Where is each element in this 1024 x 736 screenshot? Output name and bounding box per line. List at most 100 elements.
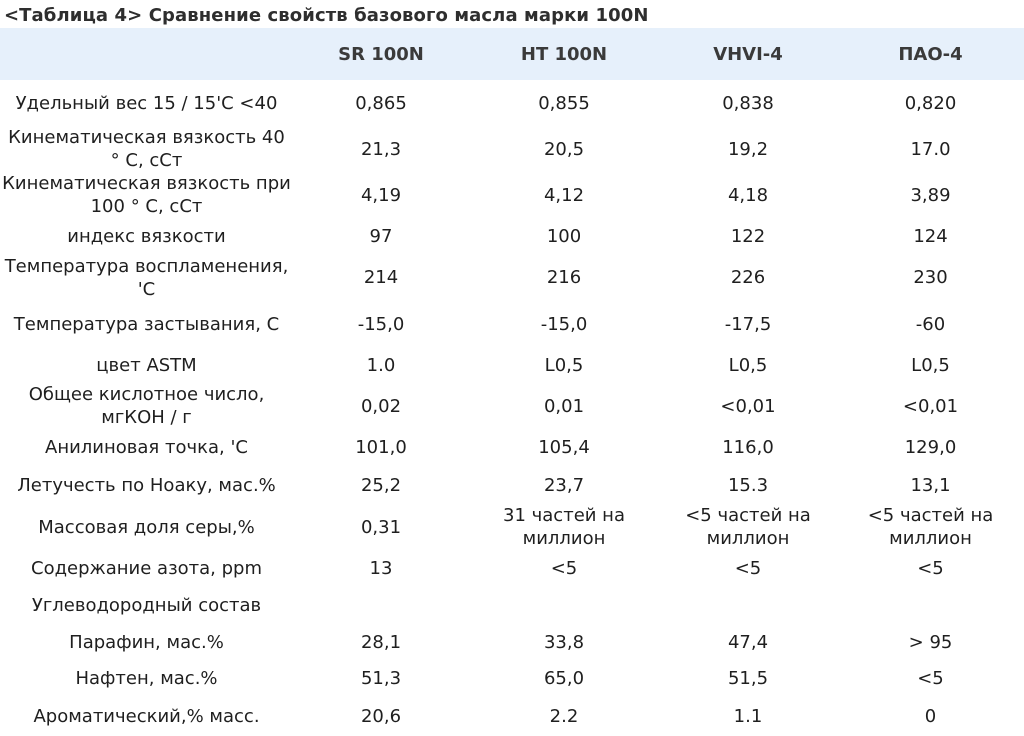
table-cell: 3,89: [910, 184, 951, 206]
row-label: цвет ASTM: [96, 354, 197, 376]
comparison-table: SR 100N HT 100N VHVI-4 ПАО-4 Удельный ве…: [0, 28, 1024, 735]
table-cell: 129,0: [904, 437, 957, 458]
row-label: индекс вязкости: [67, 225, 226, 247]
table-cell: 0,855: [538, 92, 590, 114]
table-row: Температура застывания, С -15,0 -15,0 -1…: [0, 301, 1024, 347]
table-cell: 116,0: [722, 437, 774, 458]
column-header-ht-100n: HT 100N: [520, 43, 608, 65]
table-cell: 4,19: [360, 184, 402, 206]
row-label: Летучесть по Ноаку, мас.%: [17, 474, 276, 496]
table-cell: 51,3: [360, 668, 402, 689]
table-cell: 0,01: [543, 395, 585, 417]
table-cell: 100: [546, 225, 582, 247]
table-cell: 25,2: [360, 474, 402, 496]
row-label: Нафтен, мас.%: [75, 668, 218, 689]
table-cell: <5: [917, 668, 944, 689]
table-row: Общее кислотное число, мгКОН / г 0,02 0,…: [0, 383, 1024, 429]
column-header-property: [0, 28, 293, 80]
row-label: Массовая доля серы,%: [38, 516, 255, 538]
row-label: Удельный вес 15 / 15'C <40: [15, 92, 278, 114]
table-cell: [469, 587, 659, 624]
table-cell: 33,8: [543, 631, 585, 653]
table-row: Нафтен, мас.% 51,3 65,0 51,5 <5: [0, 660, 1024, 697]
table-cell: 2.2: [549, 705, 579, 727]
table-row: Удельный вес 15 / 15'C <40 0,865 0,855 0…: [0, 80, 1024, 126]
table-cell: 124: [913, 225, 948, 247]
table-cell: 28,1: [360, 631, 402, 653]
table-cell: <5: [917, 558, 944, 579]
table-cell: > 95: [908, 631, 953, 653]
table-cell: L0,5: [728, 354, 768, 376]
row-label: Кинематическая вязкость 40 ° С, сСт: [8, 127, 285, 171]
table-cell: 4,18: [727, 184, 769, 206]
table-cell: 0,865: [355, 92, 407, 114]
table-cell: 1.1: [733, 705, 763, 727]
table-row: индекс вязкости 97 100 122 124: [0, 218, 1024, 254]
table-cell: 19,2: [727, 138, 769, 160]
table-row: Кинематическая вязкость 40 ° С, сСт 21,3…: [0, 126, 1024, 172]
table-cell: [293, 587, 469, 624]
row-label: Анилиновая точка, 'С: [45, 437, 248, 458]
table-cell: 13,1: [910, 474, 951, 496]
row-label: Содержание азота, ppm: [31, 558, 262, 579]
table-cell: <0,01: [720, 395, 776, 417]
table-cell: [659, 587, 837, 624]
table-row: Анилиновая точка, 'С 101,0 105,4 116,0 1…: [0, 429, 1024, 466]
table-cell: 226: [730, 267, 766, 288]
table-row: цвет ASTM 1.0 L0,5 L0,5 L0,5: [0, 347, 1024, 383]
table-cell: 4,12: [543, 184, 585, 206]
table-header-row: SR 100N HT 100N VHVI-4 ПАО-4: [0, 28, 1024, 80]
row-label: Температура воспламенения, 'С: [4, 255, 289, 300]
table-cell: 0,838: [722, 92, 774, 114]
table-row: Кинематическая вязкость при 100 ° С, сСт…: [0, 172, 1024, 218]
row-label: Углеводородный состав: [31, 595, 262, 616]
table-title: <Таблица 4> Сравнение свойств базового м…: [4, 5, 649, 26]
table-cell: -15,0: [357, 313, 405, 335]
table-cell: -17,5: [724, 313, 772, 335]
column-header-vhvi-4: VHVI-4: [713, 43, 783, 65]
table-cell: 230: [913, 267, 948, 288]
table-cell: 105,4: [538, 437, 590, 458]
table-cell: 47,4: [727, 631, 769, 653]
row-label: Ароматический,% масс.: [33, 705, 260, 727]
table-cell: 0,31: [360, 516, 402, 538]
table-cell: 216: [546, 267, 582, 288]
table-cell: 0,02: [360, 395, 402, 417]
table-cell: -15,0: [540, 313, 588, 335]
table-row: Углеводородный состав: [0, 587, 1024, 624]
table-cell: 13: [369, 558, 393, 579]
table-cell: <5: [550, 558, 578, 579]
table-cell: 17.0: [910, 138, 951, 160]
table-cell: 97: [369, 225, 393, 247]
table-cell: 65,0: [543, 668, 585, 689]
row-label: Парафин, мас.%: [69, 631, 224, 653]
table-row: Содержание азота, ppm 13 <5 <5 <5: [0, 550, 1024, 587]
table-cell: 214: [363, 267, 399, 288]
table-cell: 0,820: [904, 92, 957, 114]
table-cell: <5 частей на миллион: [685, 505, 811, 549]
table-cell: [837, 587, 1024, 624]
row-label: Общее кислотное число, мгКОН / г: [28, 384, 265, 428]
row-label: Кинематическая вязкость при 100 ° С, сСт: [2, 173, 291, 217]
table-cell: 122: [730, 225, 766, 247]
table-row: Летучесть по Ноаку, мас.% 25,2 23,7 15.3…: [0, 466, 1024, 504]
table-cell: L0,5: [544, 354, 584, 376]
table-cell: 0: [924, 705, 937, 727]
row-label: Температура застывания, С: [13, 313, 280, 335]
table-cell: <5: [734, 558, 762, 579]
column-header-sr-100n: SR 100N: [338, 43, 424, 65]
table-row: Парафин, мас.% 28,1 33,8 47,4 > 95: [0, 624, 1024, 660]
table-cell: <0,01: [902, 395, 959, 417]
table-cell: 20,6: [360, 705, 402, 727]
table-cell: 15.3: [727, 474, 769, 496]
table-cell: 51,5: [727, 668, 769, 689]
table-row: Температура воспламенения, 'С 214 216 22…: [0, 254, 1024, 301]
table-cell: L0,5: [911, 354, 950, 376]
column-header-pao-4: ПАО-4: [898, 43, 963, 65]
table-cell: 23,7: [543, 474, 585, 496]
table-cell: 1.0: [366, 354, 396, 376]
table-cell: <5 частей на миллион: [867, 505, 994, 549]
table-cell: 31 частей на миллион: [503, 505, 625, 549]
table-cell: 20,5: [543, 138, 585, 160]
table-row: Ароматический,% масс. 20,6 2.2 1.1 0: [0, 697, 1024, 735]
